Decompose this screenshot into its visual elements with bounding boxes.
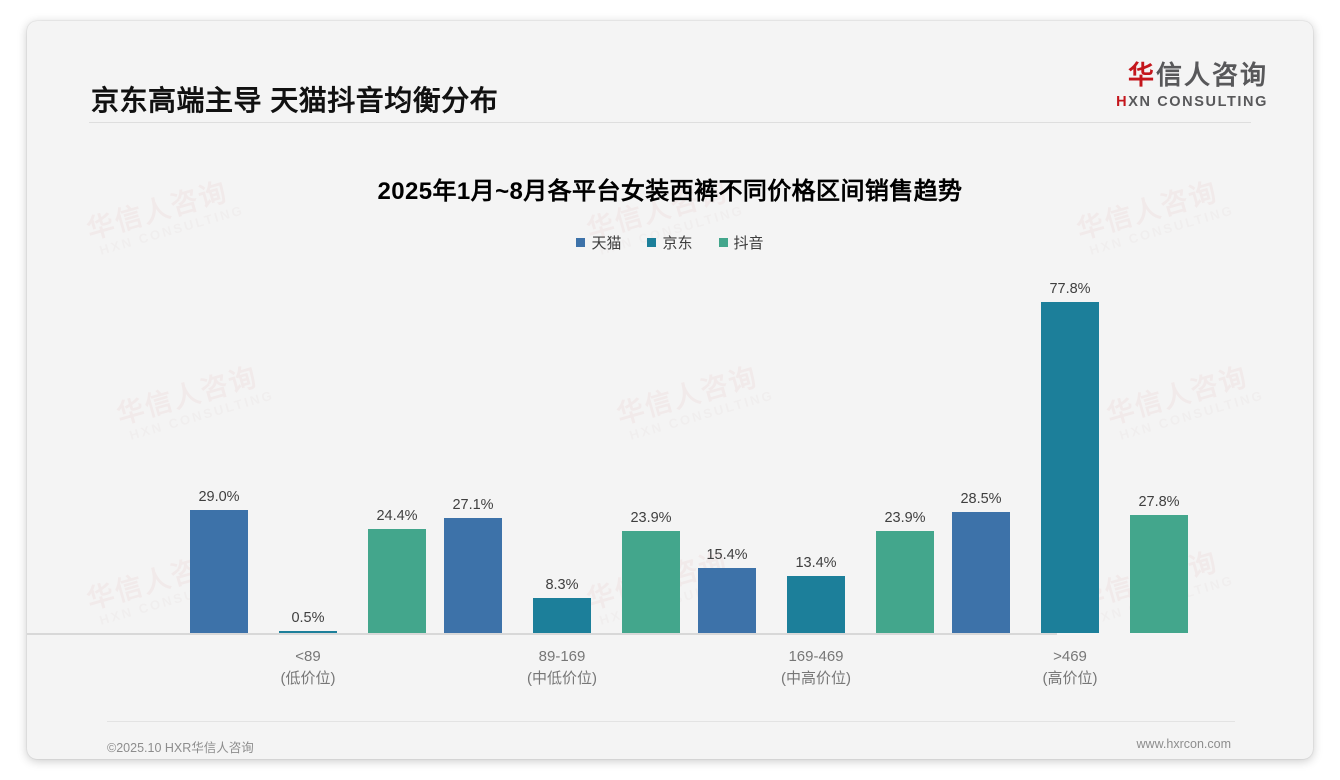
bar-column: 29.0%: [190, 276, 248, 633]
brand-logo-cn-red: 华: [1127, 60, 1156, 90]
bar-抖音[interactable]: [368, 529, 426, 633]
bar-京东[interactable]: [533, 597, 591, 633]
x-axis-tick-sublabel: (中高价位): [781, 669, 851, 687]
bar-column: 0.5%: [279, 276, 337, 633]
brand-logo-cn-rest: 信人咨询: [1155, 60, 1268, 90]
legend-label: 京东: [662, 235, 693, 252]
brand-logo-en: HXN CONSULTING: [1116, 94, 1268, 110]
x-axis-tick-sublabel: (低价位): [280, 669, 336, 687]
x-axis-labels: <89 (低价位) 89-169 (中低价位) 169-469 (中高价位) >469 (高价…: [172, 646, 1202, 716]
x-axis-tick-range: 169-469: [788, 648, 844, 665]
bar-京东[interactable]: [1041, 302, 1099, 633]
bar-value-label: 13.4%: [795, 555, 837, 572]
bar-value-label: 23.9%: [630, 510, 672, 527]
legend-item-京东[interactable]: 京东: [647, 232, 693, 253]
chart-plot-area: 29.0% 0.5% 24.4% 27.1% 8.3% 23.9% 15.4% 13.4% 23…: [172, 276, 1202, 633]
bar-value-label: 23.9%: [884, 510, 926, 527]
brand-logo: 华信人咨询 HXN CONSULTING: [1116, 61, 1268, 110]
bar-column: 23.9%: [876, 276, 934, 633]
bar-column: 28.5%: [952, 276, 1010, 633]
bar-column: 23.9%: [622, 276, 680, 633]
bar-value-label: 29.0%: [198, 488, 240, 505]
bar-column: 77.8%: [1041, 276, 1099, 633]
bar-天猫[interactable]: [952, 511, 1010, 633]
bar-value-label: 0.5%: [291, 609, 325, 626]
footer-divider: [107, 721, 1235, 722]
x-axis-tick-label: >469 (高价位): [950, 646, 1190, 690]
brand-logo-cn: 华信人咨询: [1116, 61, 1268, 90]
header-divider: [89, 122, 1251, 123]
bar-group: 29.0% 0.5% 24.4%: [190, 276, 426, 633]
bar-value-label: 77.8%: [1049, 281, 1091, 298]
x-axis-tick-range: >469: [1053, 648, 1087, 665]
x-axis-tick-label: 89-169 (中低价位): [442, 646, 682, 690]
bar-column: 8.3%: [533, 276, 591, 633]
x-axis-line: [27, 633, 1057, 635]
bar-抖音[interactable]: [622, 531, 680, 633]
x-axis-tick-label: <89 (低价位): [188, 646, 428, 690]
page-title: 京东高端主导 天猫抖音均衡分布: [91, 85, 499, 116]
bar-value-label: 28.5%: [960, 490, 1002, 507]
x-axis-tick-sublabel: (中低价位): [527, 669, 597, 687]
brand-logo-en-rest: XN CONSULTING: [1128, 93, 1268, 110]
bar-value-label: 8.3%: [545, 576, 579, 593]
x-axis-tick-range: <89: [295, 648, 321, 665]
bar-group: 28.5% 77.8% 27.8%: [952, 276, 1188, 633]
x-axis-tick-label: 169-469 (中高价位): [696, 646, 936, 690]
bar-value-label: 24.4%: [376, 508, 418, 525]
x-axis-tick-range: 89-169: [538, 648, 586, 665]
bar-value-label: 27.8%: [1138, 493, 1180, 510]
bar-京东[interactable]: [787, 576, 845, 633]
bar-抖音[interactable]: [1130, 514, 1188, 633]
bar-京东[interactable]: [279, 630, 337, 633]
legend-label: 天猫: [591, 235, 622, 252]
bar-天猫[interactable]: [698, 567, 756, 633]
bar-天猫[interactable]: [190, 509, 248, 633]
footer-website[interactable]: www.hxrcon.com: [1136, 737, 1231, 751]
legend-swatch-icon: [647, 238, 657, 247]
brand-logo-en-red: H: [1116, 93, 1129, 110]
legend-label: 抖音: [733, 235, 764, 252]
legend-swatch-icon: [718, 238, 728, 247]
chart-title: 2025年1月~8月各平台女装西裤不同价格区间销售趋势: [377, 178, 963, 205]
x-axis-tick-sublabel: (高价位): [1042, 669, 1098, 687]
slide-canvas: 华信人咨询 HXN CONSULTING 华信人咨询 HXN CONSULTING 华信…: [27, 21, 1313, 759]
bar-value-label: 15.4%: [706, 546, 748, 563]
legend-swatch-icon: [576, 238, 586, 247]
bar-抖音[interactable]: [876, 531, 934, 633]
bar-group: 27.1% 8.3% 23.9%: [444, 276, 680, 633]
chart-legend: 天猫 京东 抖音: [27, 232, 1313, 253]
bar-column: 27.1%: [444, 276, 502, 633]
bar-column: 13.4%: [787, 276, 845, 633]
bar-column: 24.4%: [368, 276, 426, 633]
bar-group: 15.4% 13.4% 23.9%: [698, 276, 934, 633]
bar-column: 27.8%: [1130, 276, 1188, 633]
bar-value-label: 27.1%: [452, 496, 494, 513]
bar-column: 15.4%: [698, 276, 756, 633]
footer-copyright: ©2025.10 HXR华信人咨询: [107, 741, 254, 755]
legend-item-抖音[interactable]: 抖音: [718, 232, 764, 253]
legend-item-天猫[interactable]: 天猫: [576, 232, 621, 253]
slide-header: 京东高端主导 天猫抖音均衡分布 华信人咨询 HXN CONSULTING: [27, 21, 1313, 123]
bar-天猫[interactable]: [444, 517, 502, 633]
